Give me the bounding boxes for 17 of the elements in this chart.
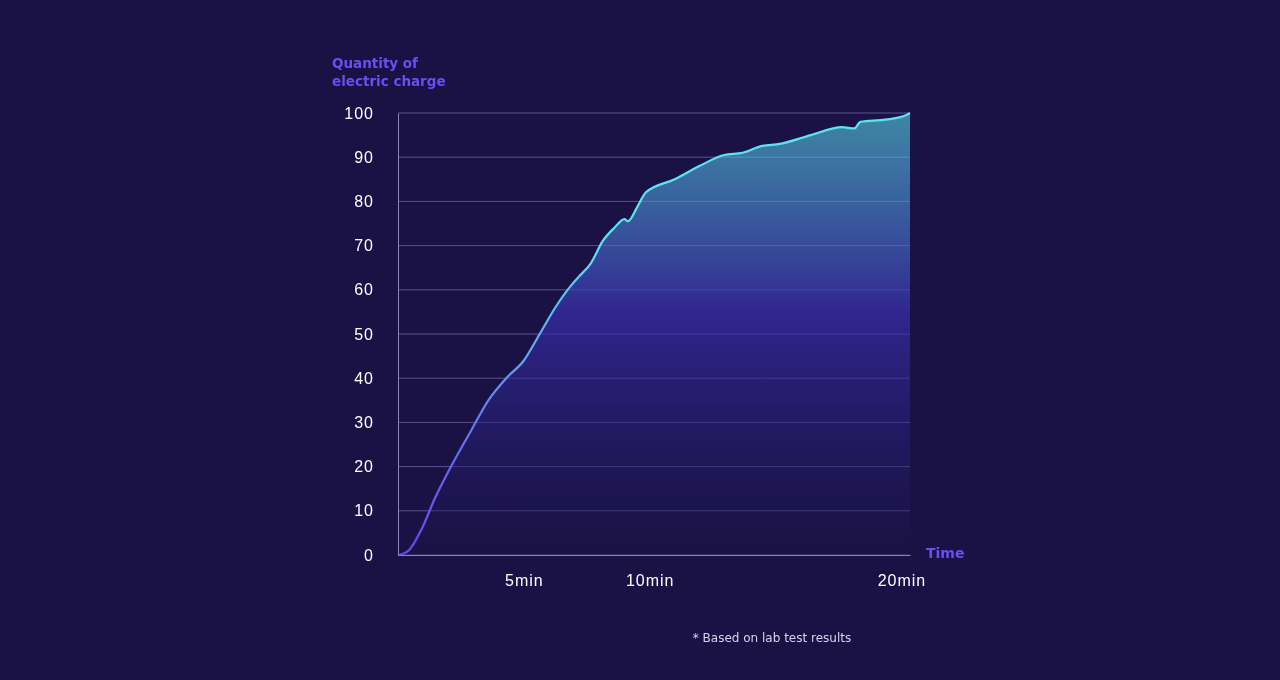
y-tick-label: 20: [354, 458, 374, 476]
x-tick-label: 10min: [625, 572, 675, 590]
x-axis-title: Time: [926, 545, 965, 561]
y-tick-label: 30: [354, 414, 374, 432]
y-tick-label: 0: [364, 546, 374, 564]
x-tick-label: 20min: [877, 572, 927, 590]
y-tick-label: 40: [354, 369, 374, 387]
y-tick-label: 70: [354, 237, 374, 255]
y-tick-label: 90: [354, 148, 374, 166]
text: * Based on lab test results: [692, 631, 852, 645]
y-tick-label: 100: [344, 104, 374, 122]
y-tick-label: 60: [354, 281, 374, 299]
y-axis-title: Quantity of electric charge: [332, 55, 446, 89]
y-tick-label: 10: [354, 502, 374, 520]
y-tick-label: 50: [354, 325, 374, 343]
y-tick-label: 80: [354, 193, 374, 211]
x-tick-label: 5min: [505, 572, 544, 590]
